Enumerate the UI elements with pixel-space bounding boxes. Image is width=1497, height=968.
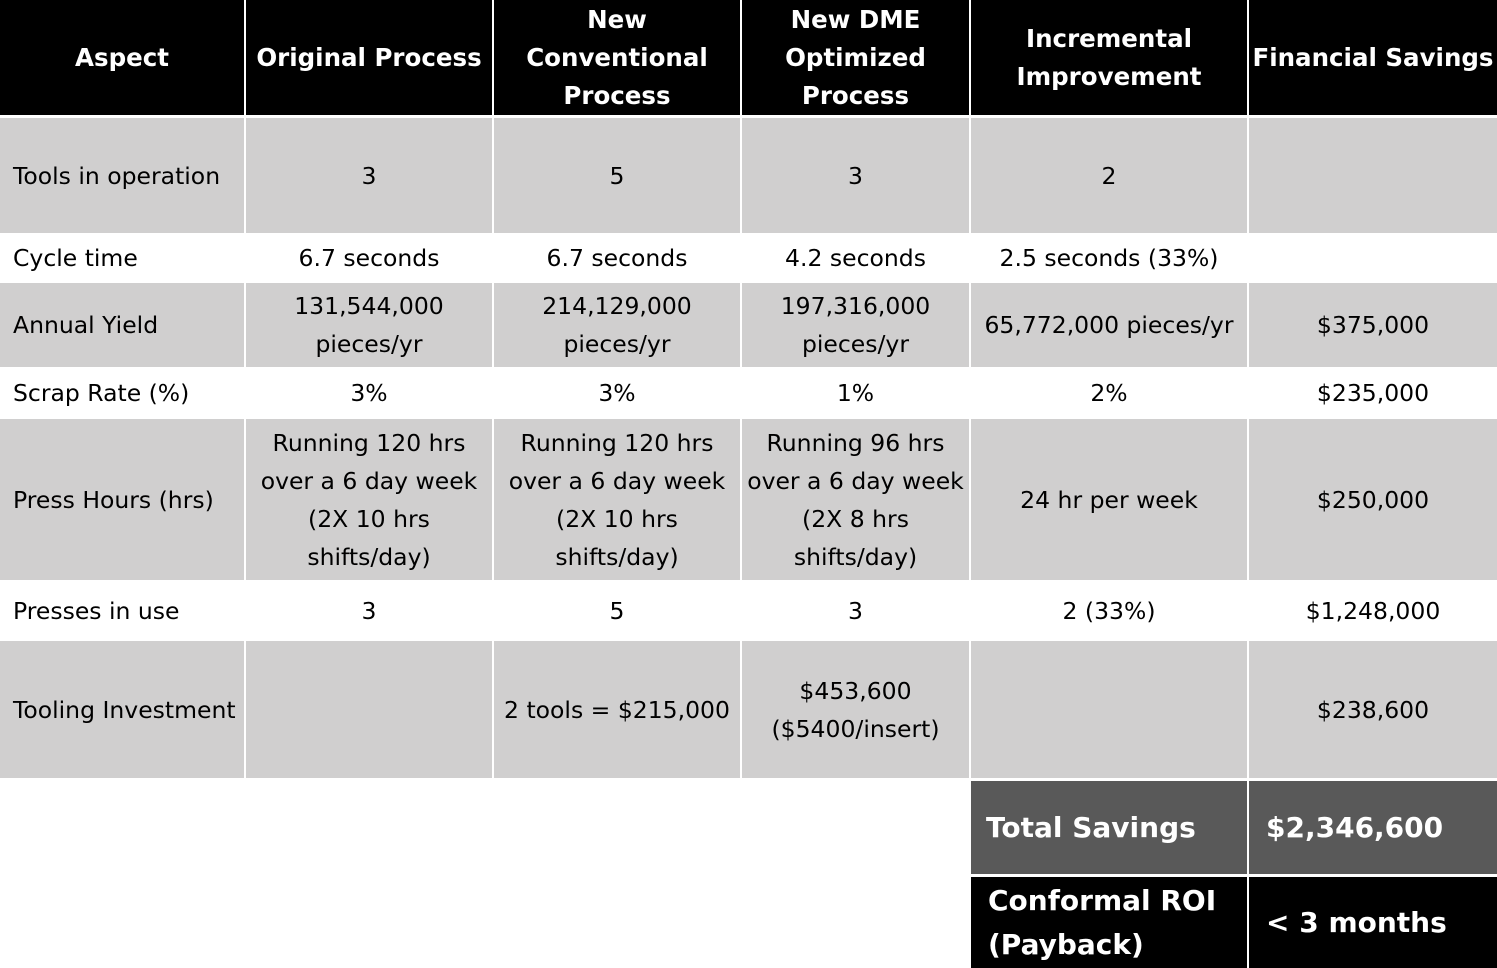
- cell-savings: [1249, 233, 1497, 283]
- row-aspect: Cycle time: [0, 233, 244, 283]
- cell-savings: $235,000: [1249, 367, 1497, 419]
- cell-incremental: 2: [971, 118, 1247, 233]
- cell-incremental: 2 (33%): [971, 580, 1247, 641]
- cell-dme: 197,316,000 pieces/yr: [742, 283, 969, 367]
- row-aspect: Tools in operation: [0, 118, 244, 233]
- cell-original: 3: [246, 118, 492, 233]
- header-new-conventional-process: New Conventional Process: [494, 0, 740, 115]
- total-savings-label: Total Savings: [971, 781, 1247, 874]
- cell-incremental: 24 hr per week: [971, 419, 1247, 580]
- cell-savings: $1,248,000: [1249, 580, 1497, 641]
- cell-savings: $375,000: [1249, 283, 1497, 367]
- cell-dme: Running 96 hrs over a 6 day week (2X 8 h…: [742, 419, 969, 580]
- header-financial-savings: Financial Savings: [1249, 0, 1497, 115]
- cell-conventional: 214,129,000 pieces/yr: [494, 283, 740, 367]
- row-aspect: Scrap Rate (%): [0, 367, 244, 419]
- cell-original: Running 120 hrs over a 6 day week (2X 10…: [246, 419, 492, 580]
- cell-incremental: 65,772,000 pieces/yr: [971, 283, 1247, 367]
- cell-conventional: Running 120 hrs over a 6 day week (2X 10…: [494, 419, 740, 580]
- row-aspect: Press Hours (hrs): [0, 419, 244, 580]
- cell-original: 3%: [246, 367, 492, 419]
- conformal-roi-value: < 3 months: [1249, 877, 1497, 968]
- cell-dme: 3: [742, 580, 969, 641]
- header-new-dme-optimized-process: New DME Optimized Process: [742, 0, 969, 115]
- row-aspect: Presses in use: [0, 580, 244, 641]
- cell-original: 131,544,000 pieces/yr: [246, 283, 492, 367]
- cell-conventional: 5: [494, 118, 740, 233]
- row-aspect: Tooling Investment: [0, 641, 244, 778]
- header-aspect: Aspect: [0, 0, 244, 115]
- total-savings-value: $2,346,600: [1249, 781, 1497, 874]
- header-original-process: Original Process: [246, 0, 492, 115]
- cell-savings: $238,600: [1249, 641, 1497, 778]
- cell-dme: $453,600 ($5400/insert): [742, 641, 969, 778]
- cell-dme: 3: [742, 118, 969, 233]
- cell-conventional: 3%: [494, 367, 740, 419]
- row-aspect: Annual Yield: [0, 283, 244, 367]
- conformal-roi-label: Conformal ROI (Payback): [971, 877, 1247, 968]
- cell-savings: $250,000: [1249, 419, 1497, 580]
- cell-savings: [1249, 118, 1497, 233]
- cell-dme: 1%: [742, 367, 969, 419]
- cell-incremental: [971, 641, 1247, 778]
- cell-incremental: 2.5 seconds (33%): [971, 233, 1247, 283]
- cell-conventional: 2 tools = $215,000: [494, 641, 740, 778]
- header-incremental-improvement: Incremental Improvement: [971, 0, 1247, 115]
- cell-conventional: 6.7 seconds: [494, 233, 740, 283]
- cell-conventional: 5: [494, 580, 740, 641]
- cell-original: 6.7 seconds: [246, 233, 492, 283]
- cell-original: [246, 641, 492, 778]
- cell-dme: 4.2 seconds: [742, 233, 969, 283]
- cell-original: 3: [246, 580, 492, 641]
- cell-incremental: 2%: [971, 367, 1247, 419]
